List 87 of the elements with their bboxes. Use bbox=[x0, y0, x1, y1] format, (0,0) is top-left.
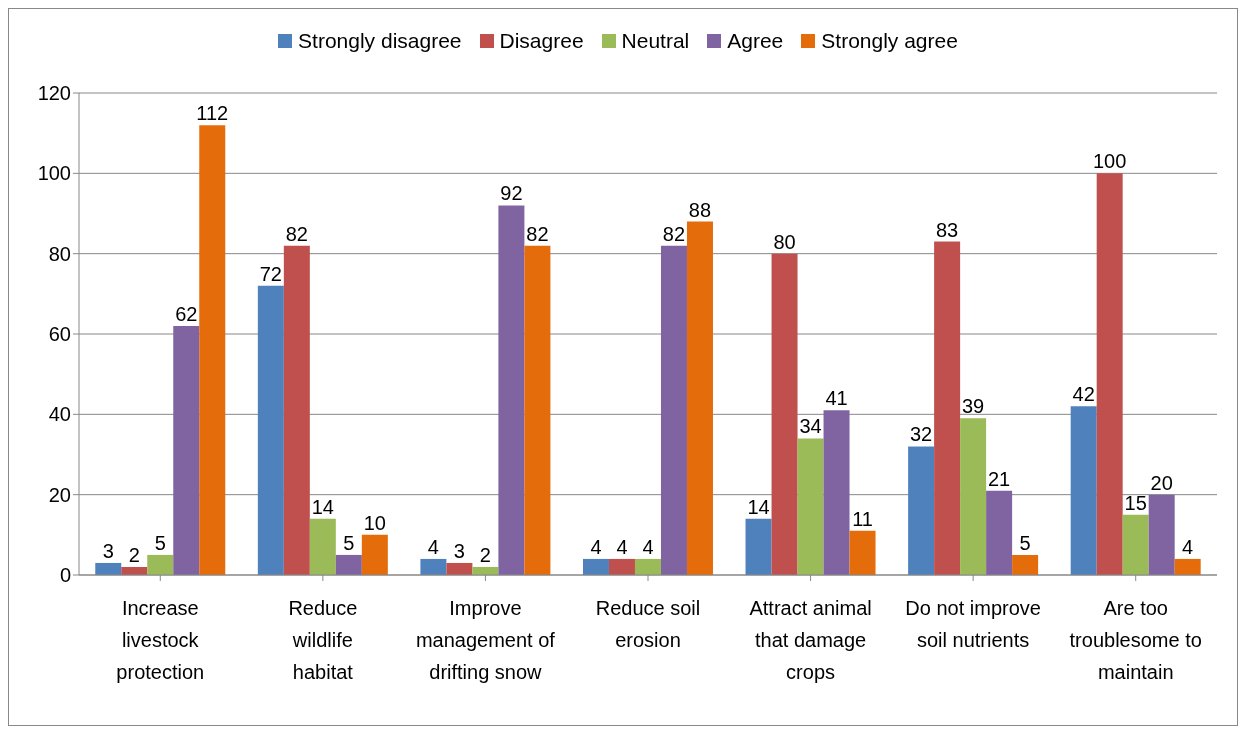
legend-label: Strongly disagree bbox=[297, 29, 462, 53]
data-label: 92 bbox=[500, 182, 523, 205]
data-label: 41 bbox=[825, 387, 848, 410]
data-label: 5 bbox=[154, 531, 166, 554]
data-label: 82 bbox=[526, 222, 549, 245]
bar bbox=[1174, 558, 1201, 575]
data-label: 2 bbox=[128, 543, 140, 566]
bar bbox=[95, 562, 122, 575]
data-label: 14 bbox=[311, 495, 334, 518]
y-tick-label: 60 bbox=[48, 323, 71, 346]
data-label: 5 bbox=[1019, 531, 1031, 554]
data-label: 39 bbox=[961, 395, 985, 418]
data-label: 20 bbox=[1150, 471, 1173, 494]
bar bbox=[283, 245, 310, 575]
bar bbox=[582, 558, 609, 575]
bar bbox=[1070, 406, 1097, 575]
bar bbox=[335, 554, 362, 575]
bar bbox=[1096, 173, 1123, 575]
bar bbox=[745, 518, 772, 575]
bar bbox=[771, 253, 798, 575]
data-label: 11 bbox=[852, 507, 873, 530]
bar bbox=[608, 558, 635, 575]
data-label: 10 bbox=[363, 511, 386, 534]
bar bbox=[309, 518, 336, 575]
data-label: 14 bbox=[747, 495, 770, 518]
y-tick-label: 120 bbox=[37, 82, 71, 105]
legend-label: Agree bbox=[726, 29, 784, 53]
data-label: 2 bbox=[479, 543, 491, 566]
data-label: 42 bbox=[1072, 383, 1095, 406]
data-label: 3 bbox=[453, 539, 465, 562]
y-tick-label: 40 bbox=[48, 403, 71, 426]
data-label: 83 bbox=[935, 218, 959, 241]
x-tick-label: Do not improve soil nutrients bbox=[905, 597, 1041, 651]
bar bbox=[934, 241, 961, 575]
legend-label: Disagree bbox=[498, 29, 584, 53]
data-label: 32 bbox=[909, 423, 933, 446]
bar bbox=[686, 221, 713, 575]
y-tick-label: 80 bbox=[48, 242, 71, 265]
y-tick-label: 0 bbox=[59, 564, 71, 587]
y-tick-label: 100 bbox=[37, 162, 71, 185]
bar bbox=[498, 205, 525, 575]
data-label: 4 bbox=[1182, 535, 1194, 558]
x-tick-label: Reduce wildlife habitat bbox=[288, 597, 358, 683]
bar bbox=[1148, 494, 1175, 575]
legend-label: Strongly agree bbox=[820, 29, 958, 53]
data-label: 4 bbox=[427, 535, 439, 558]
data-label: 82 bbox=[285, 222, 308, 245]
data-label: 80 bbox=[773, 230, 796, 253]
data-label: 62 bbox=[175, 302, 198, 325]
bar bbox=[797, 438, 824, 575]
data-label: 3 bbox=[102, 539, 114, 562]
data-label: 4 bbox=[616, 535, 628, 558]
data-label: 82 bbox=[662, 222, 686, 245]
bar bbox=[199, 125, 226, 575]
data-label: 4 bbox=[590, 535, 602, 558]
bar bbox=[524, 245, 551, 575]
x-tick-label: Reduce soil erosion bbox=[595, 597, 701, 651]
bar bbox=[420, 558, 447, 575]
bar bbox=[173, 325, 200, 575]
data-label: 4 bbox=[642, 535, 654, 558]
bar bbox=[960, 418, 987, 575]
data-label: 5 bbox=[343, 531, 355, 554]
x-tick-label: Improve management of drifting snow bbox=[415, 597, 556, 683]
bar bbox=[1122, 514, 1149, 575]
y-tick-label: 20 bbox=[48, 483, 71, 506]
bar bbox=[1012, 554, 1039, 575]
data-label: 72 bbox=[259, 262, 282, 285]
data-label: 88 bbox=[688, 198, 712, 221]
data-label: 15 bbox=[1124, 491, 1147, 514]
bar bbox=[986, 490, 1013, 575]
x-tick-label: Are too troublesome to maintain bbox=[1069, 597, 1202, 683]
bar bbox=[147, 554, 174, 575]
data-label: 21 bbox=[987, 467, 1011, 490]
legend-label: Neutral bbox=[620, 29, 690, 53]
bar bbox=[446, 562, 473, 575]
bar bbox=[849, 530, 876, 575]
bar bbox=[823, 410, 850, 575]
data-label: 112 bbox=[196, 102, 229, 125]
x-tick-label: Attract animal that damage crops bbox=[749, 597, 872, 683]
bar bbox=[257, 285, 284, 575]
bar bbox=[660, 245, 687, 575]
bar bbox=[361, 534, 388, 575]
data-label: 100 bbox=[1093, 150, 1127, 173]
data-label: 34 bbox=[799, 415, 822, 438]
bar bbox=[908, 446, 935, 575]
x-tick-label: Increase livestock protection bbox=[116, 597, 205, 683]
bar bbox=[634, 558, 661, 575]
